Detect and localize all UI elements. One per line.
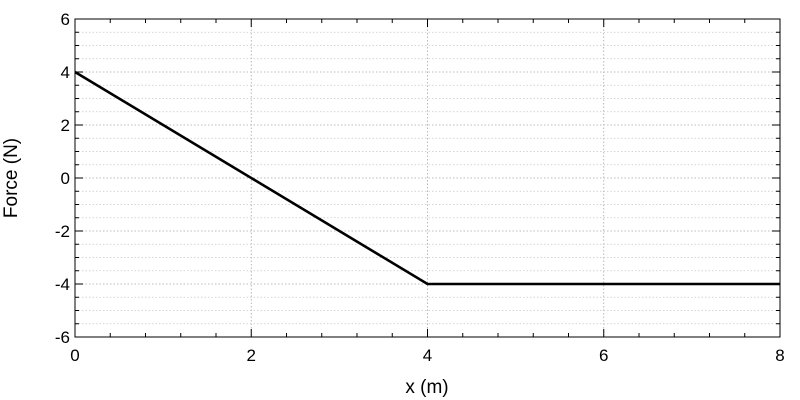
x-axis-label: x (m) [405,377,448,398]
series-layer [74,70,780,286]
y-tick-labels: -6 -4 -2 0 2 4 6 [55,10,70,347]
y-tick-label: 4 [61,63,70,82]
x-tick-label: 6 [599,346,608,365]
y-tick-label: -4 [55,275,70,294]
major-grid [75,19,780,337]
force-series-line [74,70,780,286]
plot-frame [74,18,781,338]
x-tick-label: 8 [775,346,784,365]
y-tick-label: 6 [61,10,70,29]
y-tick-label: 2 [61,116,70,135]
ticks-layer [74,18,781,338]
x-tick-label: 0 [70,346,79,365]
y-tick-label: -6 [55,328,70,347]
x-tick-labels: 0 2 4 6 8 [70,346,784,365]
y-axis-label: Force (N) [1,138,22,218]
x-tick-label: 2 [247,346,256,365]
y-tick-label: -2 [55,222,70,241]
y-tick-label: 0 [61,169,70,188]
x-tick-label: 4 [423,346,432,365]
